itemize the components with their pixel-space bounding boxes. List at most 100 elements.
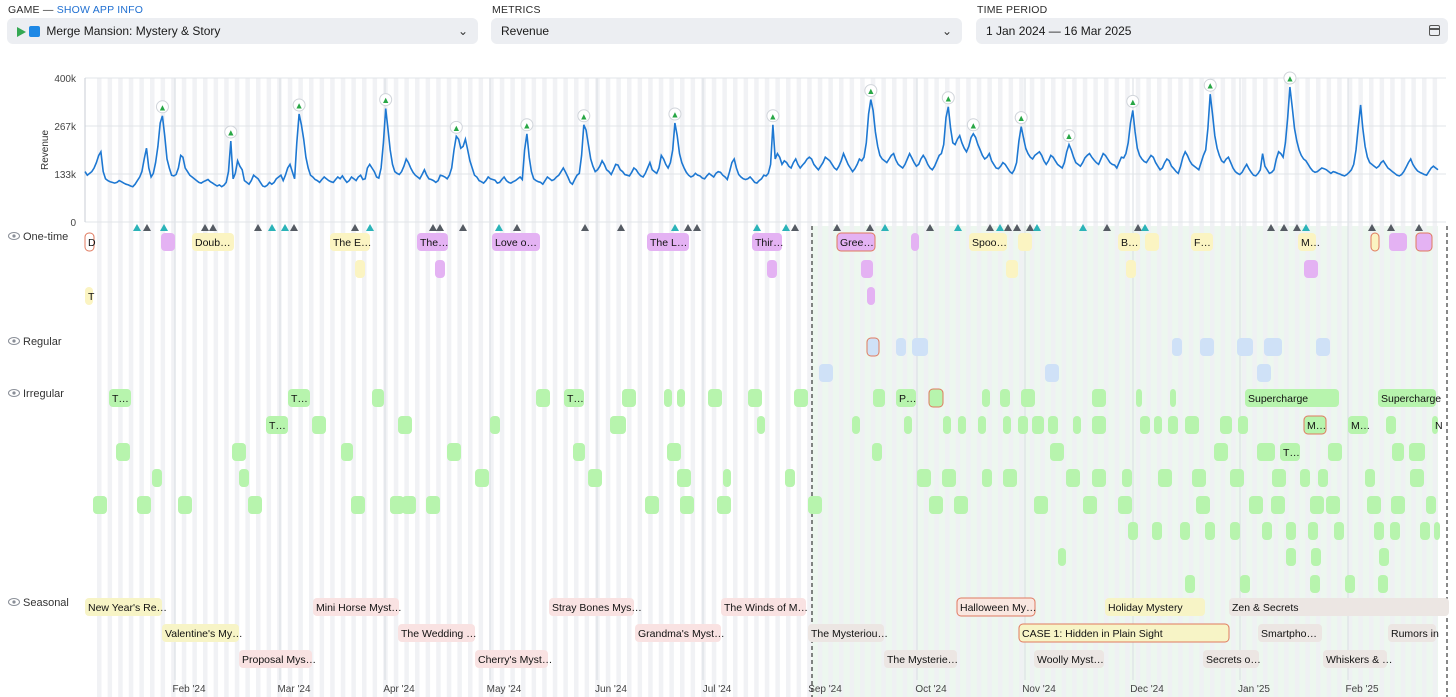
irregular-event[interactable] [1238, 416, 1248, 434]
regular-event[interactable] [1237, 338, 1253, 356]
one-time-event[interactable] [861, 260, 873, 278]
one-time-event[interactable] [767, 260, 777, 278]
irregular-event[interactable] [1311, 548, 1321, 566]
seasonal-event[interactable]: Valentine's My… [162, 624, 243, 642]
irregular-event[interactable] [1310, 496, 1324, 514]
irregular-event[interactable] [1257, 443, 1275, 461]
irregular-event[interactable] [1374, 522, 1384, 540]
one-time-event[interactable] [1415, 232, 1433, 252]
irregular-event[interactable] [398, 416, 412, 434]
irregular-event[interactable] [1240, 575, 1250, 593]
event-marker-triangle[interactable] [436, 224, 444, 231]
spike-marker[interactable] [1283, 71, 1297, 85]
event-marker-triangle[interactable] [693, 224, 701, 231]
irregular-event[interactable] [372, 389, 384, 407]
seasonal-event[interactable]: Grandma's Myst… [635, 624, 725, 642]
event-marker-triangle[interactable] [160, 224, 168, 231]
irregular-event[interactable] [1409, 443, 1425, 461]
irregular-event[interactable] [1345, 575, 1355, 593]
one-time-event[interactable]: Thir… [752, 233, 784, 251]
irregular-event[interactable] [917, 469, 931, 487]
spike-marker[interactable] [577, 109, 591, 123]
event-marker-triangle[interactable] [1302, 224, 1310, 231]
event-marker-triangle[interactable] [1368, 224, 1376, 231]
one-time-event[interactable]: M… [1298, 233, 1320, 251]
irregular-event[interactable] [1032, 416, 1044, 434]
irregular-event[interactable] [1392, 443, 1404, 461]
irregular-event[interactable] [1214, 443, 1228, 461]
irregular-event[interactable] [1390, 522, 1400, 540]
regular-event[interactable] [1257, 364, 1271, 382]
irregular-event[interactable] [351, 496, 365, 514]
seasonal-event[interactable]: The Winds of M… [721, 598, 808, 616]
irregular-event[interactable] [341, 443, 353, 461]
irregular-event[interactable] [1334, 522, 1344, 540]
irregular-event[interactable] [1050, 443, 1064, 461]
irregular-event[interactable]: Supercharge [1378, 389, 1441, 407]
event-marker-triangle[interactable] [429, 224, 437, 231]
one-time-event[interactable]: The L… [647, 233, 689, 251]
event-marker-triangle[interactable] [1004, 224, 1012, 231]
spike-marker[interactable] [449, 120, 463, 134]
irregular-event[interactable] [1185, 416, 1199, 434]
category-label[interactable]: Regular [23, 336, 62, 348]
spike-marker[interactable] [379, 93, 393, 107]
seasonal-event[interactable]: The Wedding … [398, 624, 477, 642]
irregular-event[interactable] [1379, 548, 1389, 566]
irregular-event[interactable] [958, 416, 966, 434]
event-marker-triangle[interactable] [996, 224, 1004, 231]
irregular-event[interactable]: P… [896, 389, 917, 407]
irregular-event[interactable] [116, 443, 130, 461]
irregular-event[interactable] [390, 496, 404, 514]
event-marker-triangle[interactable] [926, 224, 934, 231]
irregular-event[interactable]: T… [288, 389, 310, 407]
irregular-event[interactable] [954, 496, 968, 514]
one-time-event[interactable] [1006, 260, 1018, 278]
irregular-event[interactable]: Supercharge [1245, 389, 1339, 407]
spike-marker[interactable] [155, 100, 169, 114]
irregular-event[interactable] [1158, 469, 1172, 487]
spike-marker[interactable] [668, 107, 682, 121]
irregular-event[interactable] [677, 469, 691, 487]
spike-marker[interactable] [1014, 111, 1028, 125]
one-time-event[interactable]: D [84, 232, 96, 252]
seasonal-event[interactable]: CASE 1: Hidden in Plain Sight [1018, 623, 1230, 643]
irregular-event[interactable]: M… [1303, 415, 1327, 435]
irregular-event[interactable] [1196, 496, 1210, 514]
irregular-event[interactable] [1326, 496, 1340, 514]
regular-event[interactable] [912, 338, 928, 356]
event-marker-triangle[interactable] [281, 224, 289, 231]
irregular-event[interactable] [1286, 548, 1296, 566]
irregular-event[interactable] [1386, 416, 1396, 434]
irregular-event[interactable] [1220, 416, 1232, 434]
irregular-event[interactable] [1286, 522, 1296, 540]
eye-icon[interactable] [8, 232, 20, 240]
period-picker[interactable]: 1 Jan 2024 — 16 Mar 2025 [976, 18, 1448, 44]
irregular-event[interactable] [1118, 496, 1132, 514]
one-time-event[interactable] [1018, 233, 1032, 251]
irregular-event[interactable] [1154, 416, 1162, 434]
event-marker-triangle[interactable] [1141, 224, 1149, 231]
regular-event[interactable] [866, 337, 880, 357]
spike-marker[interactable] [1203, 78, 1217, 92]
event-marker-triangle[interactable] [1387, 224, 1395, 231]
one-time-event[interactable] [867, 287, 875, 305]
event-marker-triangle[interactable] [1280, 224, 1288, 231]
irregular-event[interactable] [1328, 443, 1342, 461]
event-marker-triangle[interactable] [366, 224, 374, 231]
eye-icon[interactable] [8, 598, 20, 606]
regular-event[interactable] [1045, 364, 1059, 382]
eye-icon[interactable] [8, 337, 20, 345]
event-marker-triangle[interactable] [513, 224, 521, 231]
irregular-event[interactable] [1003, 416, 1011, 434]
irregular-event[interactable]: T… [564, 389, 584, 407]
irregular-event[interactable] [1048, 416, 1058, 434]
one-time-event[interactable] [1370, 232, 1380, 252]
irregular-event[interactable]: T… [109, 389, 131, 407]
irregular-event[interactable] [677, 389, 685, 407]
event-marker-triangle[interactable] [1033, 224, 1041, 231]
spike-marker[interactable] [966, 118, 980, 132]
irregular-event[interactable] [664, 389, 672, 407]
irregular-event[interactable] [904, 416, 912, 434]
irregular-event[interactable] [1128, 522, 1138, 540]
